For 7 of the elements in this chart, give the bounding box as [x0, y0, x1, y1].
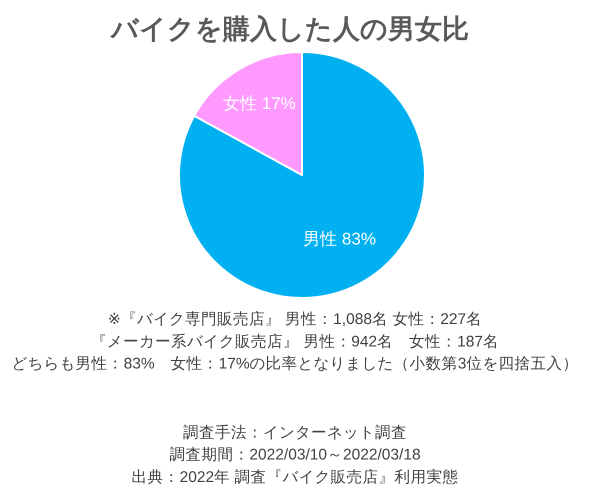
- title: バイクを購入した人の男女比: [111, 14, 469, 44]
- annotation: どちらも男性：83% 女性：17%の比率となりました（小数第3位を四捨五入）: [12, 356, 578, 373]
- annotation: 調査期間：2022/03/10～2022/03/18: [169, 446, 421, 464]
- annotation: 調査手法：インターネット調査: [183, 424, 407, 442]
- annotation: 出典：2022年 調査『バイク販売店』利用実態: [132, 469, 458, 486]
- annotation: ※『バイク専門販売店』 男性：1,088名 女性：227名: [108, 311, 482, 328]
- annotation: 『メーカー系バイク販売店』 男性：942名 女性：187名: [90, 333, 500, 350]
